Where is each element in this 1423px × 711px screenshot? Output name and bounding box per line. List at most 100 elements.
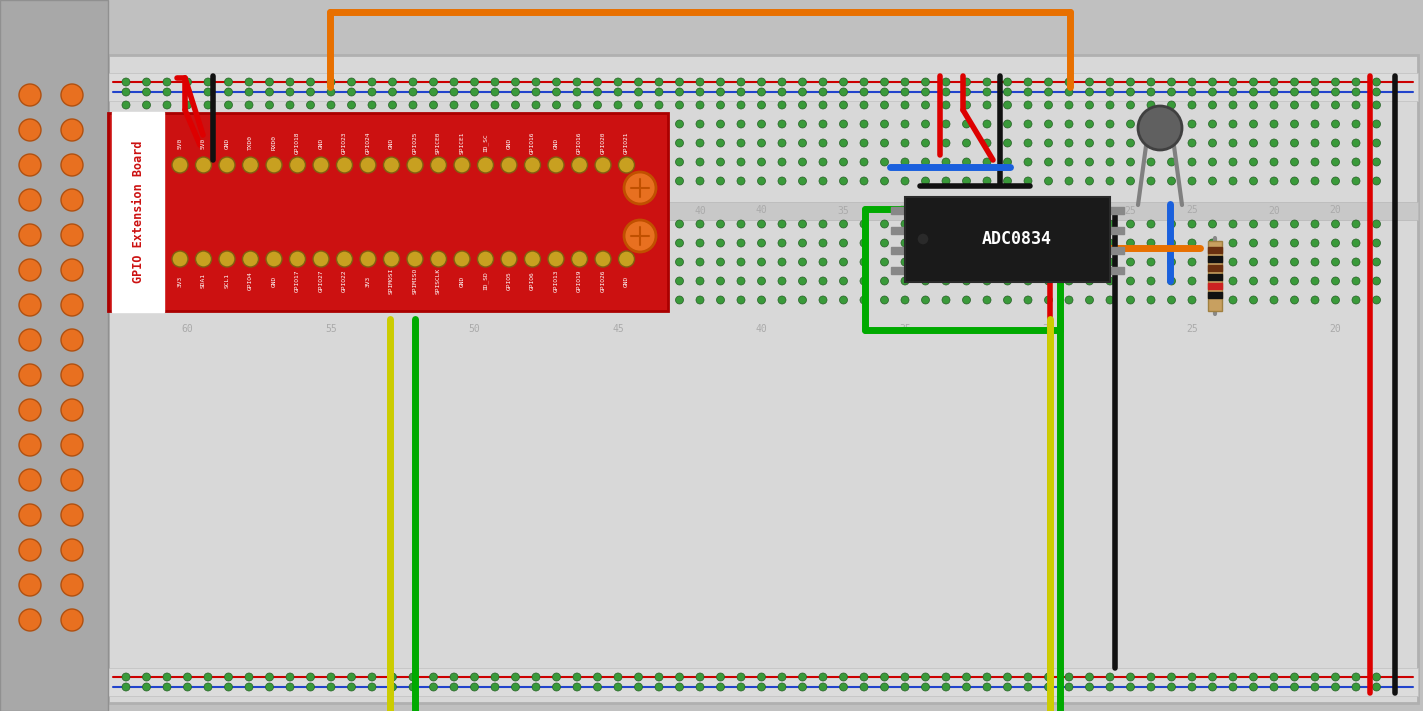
Circle shape <box>635 101 643 109</box>
Circle shape <box>327 258 334 266</box>
Circle shape <box>942 277 951 285</box>
Circle shape <box>635 683 643 691</box>
Bar <box>1110 247 1124 254</box>
Circle shape <box>778 239 785 247</box>
Text: 50: 50 <box>468 324 481 334</box>
Circle shape <box>286 139 295 147</box>
Circle shape <box>286 177 295 185</box>
Text: 20: 20 <box>1329 205 1342 215</box>
Circle shape <box>336 251 353 267</box>
Circle shape <box>1269 673 1278 681</box>
Circle shape <box>942 673 951 681</box>
Bar <box>1208 265 1222 271</box>
Circle shape <box>676 78 683 86</box>
Circle shape <box>1003 220 1012 228</box>
Circle shape <box>1167 258 1175 266</box>
Circle shape <box>327 120 334 128</box>
Circle shape <box>388 78 397 86</box>
Circle shape <box>613 101 622 109</box>
Circle shape <box>922 120 929 128</box>
Circle shape <box>820 673 827 681</box>
Circle shape <box>1167 78 1175 86</box>
Circle shape <box>1269 220 1278 228</box>
Circle shape <box>1127 88 1134 96</box>
Circle shape <box>983 78 990 86</box>
Circle shape <box>306 239 314 247</box>
Circle shape <box>1106 296 1114 304</box>
Circle shape <box>1269 88 1278 96</box>
Circle shape <box>266 683 273 691</box>
Circle shape <box>172 251 188 267</box>
Circle shape <box>696 78 704 86</box>
Circle shape <box>1311 177 1319 185</box>
Circle shape <box>573 139 581 147</box>
Circle shape <box>122 78 129 86</box>
Circle shape <box>1044 239 1053 247</box>
Circle shape <box>1127 177 1134 185</box>
Circle shape <box>613 277 622 285</box>
Bar <box>891 247 905 254</box>
Text: GPIO4: GPIO4 <box>248 272 253 290</box>
Circle shape <box>1003 296 1012 304</box>
Circle shape <box>901 120 909 128</box>
Circle shape <box>369 296 376 304</box>
Circle shape <box>619 251 635 267</box>
Circle shape <box>881 88 888 96</box>
Text: GPIO Extension Board: GPIO Extension Board <box>131 141 145 283</box>
Circle shape <box>122 683 129 691</box>
Circle shape <box>798 673 807 681</box>
Circle shape <box>203 220 212 228</box>
Circle shape <box>1025 88 1032 96</box>
Circle shape <box>1044 177 1053 185</box>
Circle shape <box>164 220 171 228</box>
Circle shape <box>1086 177 1093 185</box>
Circle shape <box>1003 239 1012 247</box>
Circle shape <box>1269 177 1278 185</box>
Circle shape <box>471 296 478 304</box>
Circle shape <box>286 78 295 86</box>
Circle shape <box>511 258 519 266</box>
Text: ID_SD: ID_SD <box>482 272 488 290</box>
Circle shape <box>369 239 376 247</box>
Circle shape <box>388 120 397 128</box>
Circle shape <box>327 296 334 304</box>
Circle shape <box>219 251 235 267</box>
Circle shape <box>1188 683 1195 691</box>
Circle shape <box>676 139 683 147</box>
Circle shape <box>1311 139 1319 147</box>
Circle shape <box>61 154 83 176</box>
Circle shape <box>245 258 253 266</box>
Circle shape <box>840 101 848 109</box>
Circle shape <box>511 88 519 96</box>
Circle shape <box>369 88 376 96</box>
Circle shape <box>778 120 785 128</box>
Circle shape <box>573 277 581 285</box>
Circle shape <box>1003 88 1012 96</box>
Circle shape <box>225 158 232 166</box>
Text: 45: 45 <box>612 324 623 334</box>
Bar <box>1110 207 1124 214</box>
Circle shape <box>655 177 663 185</box>
Circle shape <box>286 277 295 285</box>
Circle shape <box>245 239 253 247</box>
Circle shape <box>962 673 970 681</box>
Circle shape <box>430 683 437 691</box>
Circle shape <box>1188 158 1195 166</box>
Circle shape <box>655 120 663 128</box>
Circle shape <box>511 78 519 86</box>
Circle shape <box>1147 88 1155 96</box>
Circle shape <box>840 220 848 228</box>
Circle shape <box>1352 258 1360 266</box>
Text: SPICE0: SPICE0 <box>435 132 441 154</box>
Circle shape <box>491 220 499 228</box>
Circle shape <box>242 251 259 267</box>
Circle shape <box>552 88 561 96</box>
Circle shape <box>1208 78 1217 86</box>
Circle shape <box>778 158 785 166</box>
Circle shape <box>408 277 417 285</box>
Circle shape <box>369 258 376 266</box>
Circle shape <box>430 220 437 228</box>
Circle shape <box>1352 177 1360 185</box>
Circle shape <box>1208 296 1217 304</box>
Circle shape <box>859 120 868 128</box>
